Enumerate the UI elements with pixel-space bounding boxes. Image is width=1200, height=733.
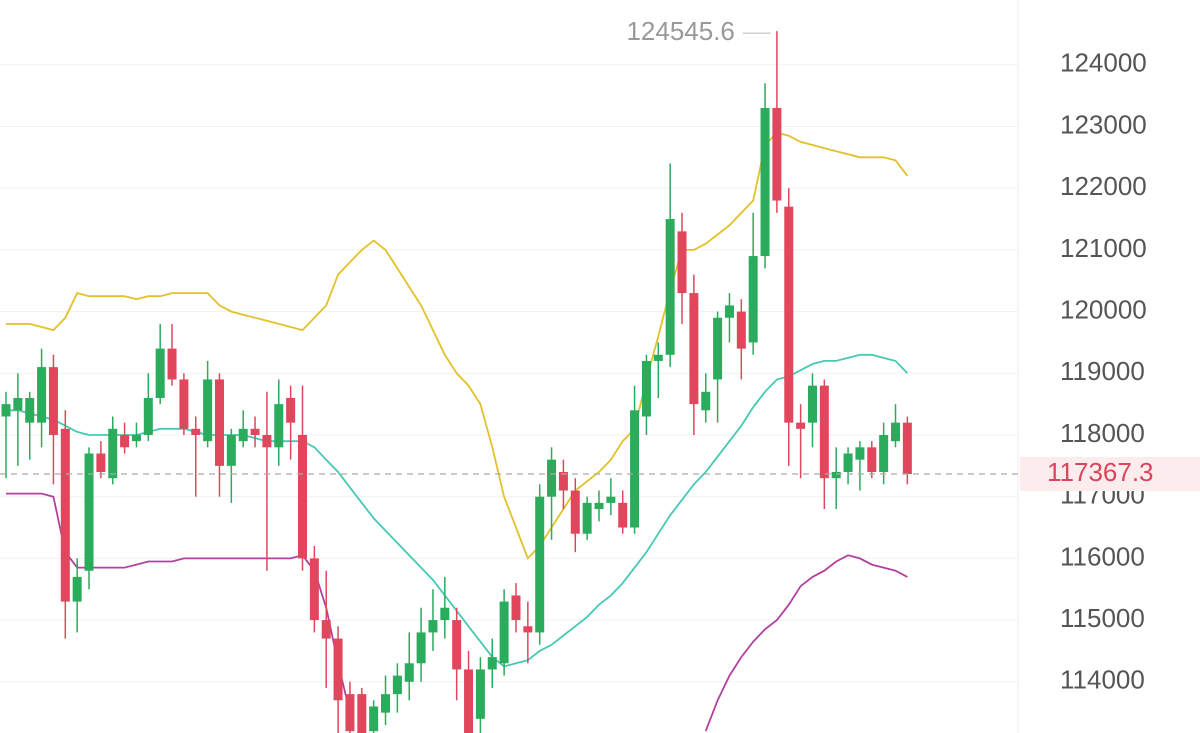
candle-body bbox=[772, 107, 782, 201]
candle-body bbox=[1, 404, 11, 417]
candle-body bbox=[879, 434, 889, 473]
candle-body bbox=[796, 422, 806, 429]
high-label: 124545.6 bbox=[626, 16, 734, 46]
candle-body bbox=[831, 472, 841, 479]
candle-body bbox=[807, 385, 817, 423]
candle-body bbox=[902, 422, 912, 475]
candle-body bbox=[891, 422, 900, 442]
candle-body bbox=[120, 434, 130, 448]
y-tick-label: 124000 bbox=[1060, 48, 1147, 78]
candle-body bbox=[748, 256, 758, 343]
candle-body bbox=[167, 348, 177, 380]
candle-body bbox=[84, 453, 94, 571]
candle-body bbox=[570, 490, 580, 534]
candle-body bbox=[298, 434, 307, 559]
candle-body bbox=[428, 620, 438, 633]
candle-body bbox=[511, 595, 521, 621]
candle-body bbox=[475, 669, 485, 719]
y-axis: 1140001150001160001170001180001190001200… bbox=[1060, 48, 1147, 695]
candle-body bbox=[191, 428, 201, 435]
candle-body bbox=[452, 620, 462, 670]
candle-body bbox=[381, 694, 391, 713]
candle-body bbox=[594, 502, 604, 510]
candle-body bbox=[333, 638, 343, 701]
candle-body bbox=[357, 694, 367, 733]
candle-body bbox=[582, 502, 592, 534]
candle-body bbox=[108, 428, 118, 479]
candle-body bbox=[392, 675, 402, 695]
candle-body bbox=[558, 472, 568, 491]
candle-body bbox=[784, 206, 794, 423]
candle-body bbox=[630, 410, 640, 528]
y-tick-label: 118000 bbox=[1060, 418, 1145, 448]
candle-body bbox=[48, 367, 58, 435]
y-tick-label: 123000 bbox=[1060, 109, 1147, 139]
candle-body bbox=[535, 496, 545, 633]
candle-body bbox=[250, 428, 260, 435]
candle-body bbox=[736, 311, 746, 349]
candle-body bbox=[665, 219, 675, 355]
candle-body bbox=[689, 293, 699, 405]
candle-body bbox=[760, 107, 770, 257]
candle-body bbox=[143, 397, 153, 435]
candle-body bbox=[487, 657, 497, 670]
candle-body bbox=[416, 632, 426, 664]
candle-body bbox=[713, 317, 723, 380]
candle-body bbox=[855, 447, 865, 460]
candle-body bbox=[262, 434, 272, 448]
candle-body bbox=[72, 576, 82, 602]
candle-body bbox=[274, 404, 284, 448]
candle-body bbox=[179, 379, 189, 429]
candle-body bbox=[60, 428, 70, 602]
candle-body bbox=[464, 669, 474, 733]
last-price-label: 117367.3 bbox=[1047, 457, 1154, 487]
y-tick-label: 121000 bbox=[1060, 233, 1147, 263]
candle-body bbox=[203, 379, 213, 442]
y-tick-label: 119000 bbox=[1060, 356, 1145, 386]
candle-body bbox=[724, 305, 734, 318]
candle-body bbox=[345, 694, 355, 732]
candle-body bbox=[37, 367, 47, 423]
grid bbox=[0, 64, 1018, 683]
candle-body bbox=[843, 453, 853, 473]
band-line bbox=[6, 131, 909, 561]
candle-body bbox=[440, 607, 450, 621]
candle-body bbox=[618, 502, 628, 528]
candle-body bbox=[867, 447, 877, 473]
candle-body bbox=[523, 626, 533, 633]
plot-area bbox=[1, 31, 912, 733]
candle-body bbox=[25, 397, 35, 423]
candle-body bbox=[96, 453, 106, 473]
y-tick-label: 116000 bbox=[1060, 541, 1145, 571]
candle-body bbox=[131, 434, 141, 442]
candle-body bbox=[701, 391, 711, 411]
candle-body bbox=[606, 496, 616, 503]
y-tick-label: 122000 bbox=[1060, 171, 1147, 201]
candle-body bbox=[653, 354, 663, 361]
candle-body bbox=[369, 706, 379, 732]
candle-body bbox=[155, 348, 165, 398]
candle-body bbox=[677, 231, 687, 294]
y-tick-label: 114000 bbox=[1060, 665, 1145, 695]
candle-body bbox=[547, 459, 557, 497]
candle-body bbox=[238, 428, 248, 442]
candle-body bbox=[309, 558, 319, 621]
y-tick-label: 120000 bbox=[1060, 294, 1147, 324]
y-tick-label: 115000 bbox=[1060, 603, 1145, 633]
candle-body bbox=[404, 663, 414, 682]
candle-body bbox=[321, 620, 331, 639]
candle-body bbox=[641, 360, 651, 417]
candle-body bbox=[214, 379, 224, 466]
candle-body bbox=[226, 434, 236, 466]
candle-body bbox=[819, 385, 829, 479]
candle-body bbox=[13, 397, 23, 411]
last-price-box bbox=[1020, 457, 1200, 492]
candle-body bbox=[499, 601, 509, 664]
candle-body bbox=[286, 397, 296, 423]
